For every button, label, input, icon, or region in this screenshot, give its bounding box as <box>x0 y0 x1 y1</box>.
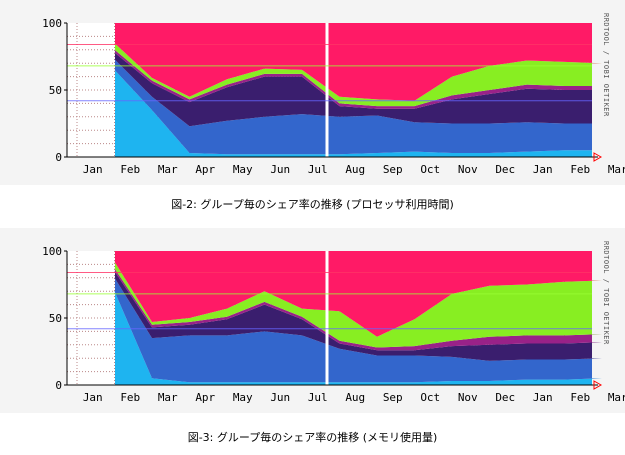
rrdtool-credit-label: RRDTOOL / TOBI OETIKER <box>602 13 610 117</box>
y-tick-label: 100 <box>42 17 62 30</box>
area-series-5 <box>114 23 602 101</box>
x-axis-arrow <box>593 152 603 162</box>
y-tick-label: 50 <box>49 312 62 325</box>
x-tick-label: Feb <box>120 163 140 176</box>
cpu-share-chart: 0 50 100 Jan Feb Mar Apr May Jun Jul Aug Sep Oct Nov D… <box>0 0 625 185</box>
x-tick-label: May <box>233 163 253 176</box>
chart-svg: 0 50 100 Jan Feb Mar Apr May Jun Jul Aug Sep Oct Nov D… <box>0 0 625 185</box>
cpu-share-caption: 図-2: グループ毎のシェア率の推移 (プロセッサ利用時間) <box>171 198 454 211</box>
x-tick-label: Feb <box>570 391 590 404</box>
area-series-3 <box>114 49 602 109</box>
memory-share-caption: 図-3: グループ毎のシェア率の推移 (メモリ使用量) <box>187 431 438 444</box>
area-series-1 <box>114 59 602 155</box>
area-series-2 <box>114 271 602 361</box>
area-series-1 <box>114 277 602 383</box>
x-tick-label: May <box>233 391 253 404</box>
x-tick-label: Jun <box>270 391 290 404</box>
x-tick-label: Jun <box>270 163 290 176</box>
y-tick-label: 0 <box>55 379 62 392</box>
x-tick-label: Nov <box>458 163 478 176</box>
memory-share-chart: 0 50 100 Jan Feb Mar Apr May Jun Jul Aug Sep Oct Nov D… <box>0 228 625 413</box>
x-tick-label: Dec <box>495 163 515 176</box>
area-series-2 <box>114 52 602 127</box>
x-tick-label: Nov <box>458 391 478 404</box>
x-tick-label: Feb <box>570 163 590 176</box>
y-tick-label: 50 <box>49 84 62 97</box>
x-tick-label: Oct <box>420 163 440 176</box>
x-tick-label: Jan <box>83 163 103 176</box>
x-tick-label: Aug <box>345 163 365 176</box>
area-series-3 <box>114 268 602 351</box>
x-tick-label: Apr <box>195 391 215 404</box>
x-tick-label: Dec <box>495 391 515 404</box>
chart-svg: 0 50 100 Jan Feb Mar Apr May Jun Jul Aug Sep Oct Nov D… <box>0 228 625 413</box>
area-series-4 <box>114 43 602 107</box>
rrdtool-credit-label: RRDTOOL / TOBI OETIKER <box>602 241 610 345</box>
x-tick-label: Mar <box>158 163 178 176</box>
area-series-4 <box>114 261 602 348</box>
area-series-0 <box>114 69 602 157</box>
x-tick-label: Mar <box>608 163 625 176</box>
x-tick-label: Sep <box>383 163 403 176</box>
y-tick-label: 0 <box>55 151 62 164</box>
x-axis-arrow <box>593 380 603 390</box>
x-tick-label: Jan <box>533 163 553 176</box>
x-tick-label: Aug <box>345 391 365 404</box>
x-tick-label: Jul <box>308 163 328 176</box>
x-tick-label: Mar <box>158 391 178 404</box>
x-tick-label: Feb <box>120 391 140 404</box>
x-tick-label: Jul <box>308 391 328 404</box>
x-tick-label: Sep <box>383 391 403 404</box>
x-tick-label: Jan <box>533 391 553 404</box>
y-tick-label: 100 <box>42 245 62 258</box>
x-tick-label: Jan <box>83 391 103 404</box>
x-tick-label: Mar <box>608 391 625 404</box>
x-tick-label: Apr <box>195 163 215 176</box>
x-tick-label: Oct <box>420 391 440 404</box>
